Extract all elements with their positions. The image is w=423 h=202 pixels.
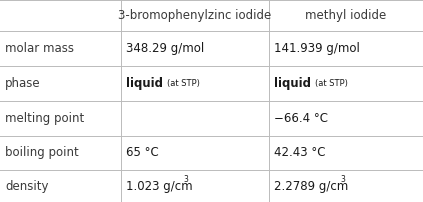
Text: boiling point: boiling point: [5, 146, 79, 159]
Text: liquid: liquid: [126, 77, 162, 90]
Text: 348.29 g/mol: 348.29 g/mol: [126, 42, 204, 55]
Text: 1.023 g/cm: 1.023 g/cm: [126, 180, 192, 193]
Text: molar mass: molar mass: [5, 42, 74, 55]
Text: liquid: liquid: [274, 77, 310, 90]
Text: 141.939 g/mol: 141.939 g/mol: [274, 42, 360, 55]
Text: 3: 3: [183, 175, 188, 184]
Text: phase: phase: [5, 77, 41, 90]
Text: methyl iodide: methyl iodide: [305, 9, 387, 22]
Text: 65 °C: 65 °C: [126, 146, 158, 159]
Text: −66.4 °C: −66.4 °C: [274, 112, 328, 125]
Text: (at STP): (at STP): [315, 79, 348, 88]
Text: 42.43 °C: 42.43 °C: [274, 146, 325, 159]
Text: density: density: [5, 180, 49, 193]
Text: 3: 3: [340, 175, 345, 184]
Text: (at STP): (at STP): [167, 79, 200, 88]
Text: 2.2789 g/cm: 2.2789 g/cm: [274, 180, 348, 193]
Text: 3-bromophenylzinc iodide: 3-bromophenylzinc iodide: [118, 9, 271, 22]
Text: melting point: melting point: [5, 112, 84, 125]
